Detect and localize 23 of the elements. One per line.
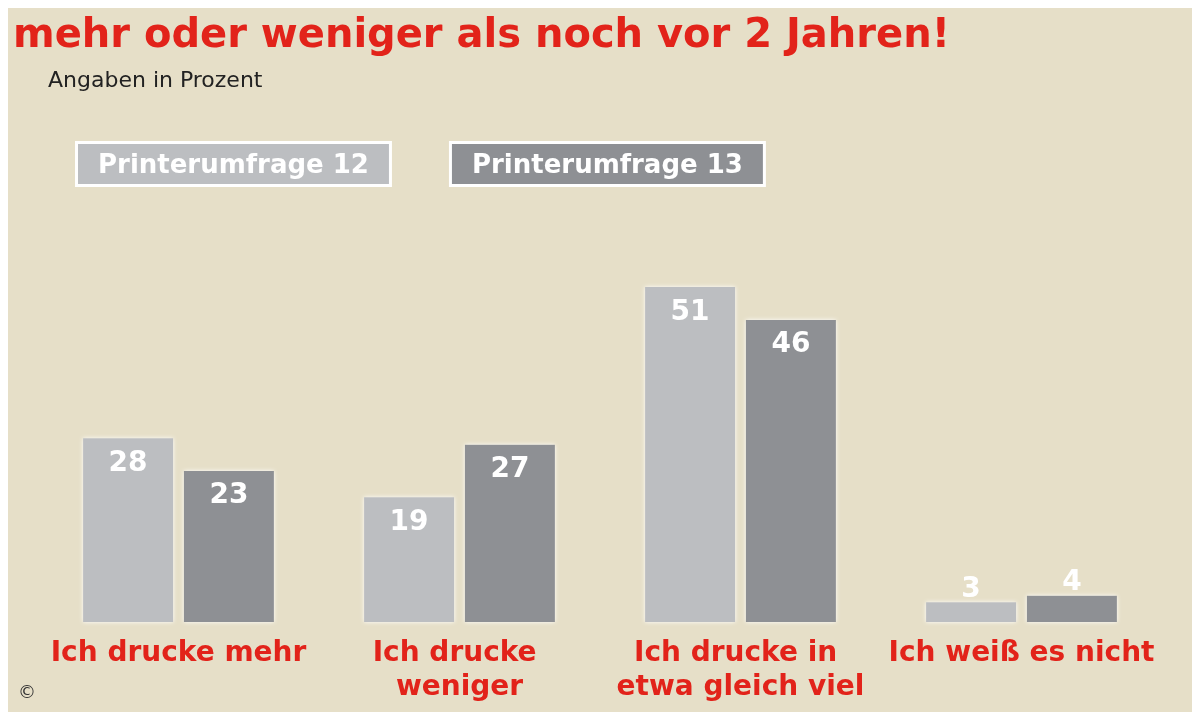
bar bbox=[183, 470, 274, 622]
bar bbox=[745, 319, 836, 622]
bar bbox=[926, 602, 1017, 622]
chart-title: mehr oder weniger als noch vor 2 Jahren! bbox=[13, 10, 950, 56]
x-tick-label: Ich drucke mehr bbox=[50, 634, 307, 668]
x-tick-label: Ich weiß es nicht bbox=[888, 634, 1155, 668]
data-label: 51 bbox=[670, 293, 710, 327]
data-label: 19 bbox=[389, 503, 429, 537]
text: © bbox=[18, 680, 36, 702]
chart-subtitle: Angaben in Prozent bbox=[48, 66, 263, 92]
bar bbox=[364, 497, 455, 622]
data-label: 46 bbox=[771, 326, 811, 360]
bar bbox=[1026, 595, 1117, 622]
text: Printerumfrage 13 bbox=[471, 149, 743, 179]
x-tick-label: Ich drucke in etwa gleich viel bbox=[616, 634, 865, 702]
bar bbox=[83, 438, 174, 622]
bar bbox=[645, 287, 736, 622]
text: Printerumfrage 12 bbox=[98, 149, 369, 179]
bar bbox=[464, 444, 555, 622]
data-label: 27 bbox=[490, 451, 530, 485]
data-label: 28 bbox=[108, 444, 148, 478]
x-tick-label: Ich drucke weniger bbox=[372, 634, 547, 702]
data-label: 23 bbox=[209, 477, 249, 511]
